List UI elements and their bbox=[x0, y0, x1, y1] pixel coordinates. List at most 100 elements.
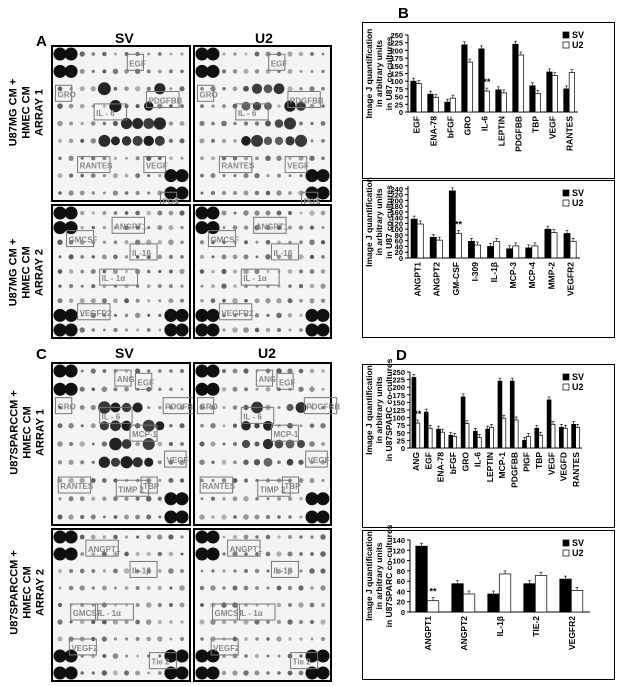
blot-spot bbox=[210, 405, 216, 410]
blot-spot bbox=[145, 602, 152, 608]
blot-spot bbox=[79, 405, 85, 410]
blot-spot bbox=[305, 308, 319, 322]
blot-spot bbox=[91, 442, 95, 446]
blot-spot bbox=[210, 190, 216, 196]
blot-label: ANGPT1 bbox=[114, 222, 147, 231]
blot-spot bbox=[243, 268, 249, 275]
blot-spot bbox=[113, 496, 118, 502]
blot-spot bbox=[101, 670, 108, 676]
bar-sv bbox=[468, 240, 475, 259]
blot-spot bbox=[244, 298, 248, 303]
legend-label-sv: SV bbox=[572, 538, 584, 548]
blot-highlight-box bbox=[212, 603, 241, 621]
blot-spot bbox=[221, 268, 227, 275]
blot-label: TIMP 2 bbox=[260, 485, 286, 494]
blot-label: IL - 6 bbox=[102, 412, 121, 421]
blot-label: PDGFBB bbox=[290, 97, 324, 106]
blot-spot bbox=[243, 459, 249, 465]
blot-spot bbox=[68, 254, 74, 260]
blot-spot bbox=[251, 134, 263, 147]
blot-label: EGF bbox=[279, 378, 296, 387]
legend-label-sv: SV bbox=[572, 372, 584, 382]
y-tick-label: 50 bbox=[395, 93, 403, 102]
blot-spot bbox=[309, 602, 315, 608]
y-tick-label: 25 bbox=[397, 436, 405, 445]
blot-spot bbox=[210, 173, 216, 179]
blot-spot bbox=[90, 138, 96, 144]
blot-spot bbox=[255, 387, 259, 391]
blot-spot bbox=[146, 254, 151, 260]
blot-spot bbox=[277, 515, 281, 519]
blot-spot bbox=[102, 191, 106, 195]
y-axis-label: Image J quantification bbox=[364, 177, 374, 267]
blot-spot bbox=[80, 173, 84, 178]
blot-spot bbox=[298, 190, 304, 196]
blot-spot bbox=[179, 602, 185, 608]
blot-spot bbox=[254, 268, 260, 275]
blot-spot bbox=[200, 191, 204, 195]
blot-spot bbox=[147, 226, 151, 230]
blot-spot bbox=[102, 69, 107, 74]
blot-spot bbox=[321, 86, 325, 91]
blot-label: TBP bbox=[143, 482, 160, 491]
blot-spot bbox=[57, 86, 63, 92]
blot-highlight-box bbox=[99, 406, 133, 424]
blot-spot bbox=[199, 120, 205, 127]
bar-sv bbox=[544, 228, 552, 259]
blot-spot bbox=[168, 478, 174, 483]
blot-spot bbox=[80, 671, 84, 675]
blot-spot bbox=[179, 268, 185, 275]
blot-spot bbox=[265, 386, 271, 392]
blot-label: RANTES bbox=[60, 482, 94, 491]
blot-spot bbox=[210, 619, 216, 625]
blot-spot bbox=[175, 649, 189, 663]
blot-spot bbox=[179, 210, 185, 216]
blot-spot bbox=[320, 619, 326, 625]
blot-label: IL - 1α bbox=[239, 609, 263, 618]
blot-spot bbox=[179, 568, 185, 574]
blot-highlight-box bbox=[70, 603, 99, 621]
blot-spot bbox=[305, 323, 319, 337]
blot-spot bbox=[113, 52, 118, 56]
y-tick-label: 100 bbox=[392, 557, 405, 566]
bar-u2 bbox=[474, 244, 481, 259]
x-tick-label: ANG bbox=[411, 452, 421, 471]
bar-u2 bbox=[440, 431, 445, 449]
blot-spot bbox=[57, 120, 63, 127]
blot-highlight-box bbox=[55, 397, 73, 415]
blot-spot bbox=[180, 552, 184, 556]
blot-spot bbox=[222, 240, 226, 244]
blot-spot bbox=[79, 298, 85, 304]
blot-spot bbox=[146, 210, 152, 216]
blot-spot bbox=[124, 619, 129, 625]
blot-spot bbox=[157, 636, 163, 642]
blot-spot bbox=[232, 225, 238, 231]
blot-spot bbox=[158, 515, 162, 519]
blot-spot bbox=[101, 551, 107, 557]
y-tick-label: 200 bbox=[390, 46, 403, 55]
blot-spot bbox=[253, 459, 261, 466]
blot-spot bbox=[91, 225, 95, 230]
blot-highlight-box bbox=[305, 450, 328, 468]
bar-u2 bbox=[562, 427, 568, 449]
blot-spot bbox=[299, 328, 303, 332]
blot-spot bbox=[221, 283, 227, 289]
blot-spot bbox=[102, 369, 107, 373]
blot-label: VEGF bbox=[287, 162, 309, 171]
blot-highlight-box bbox=[135, 372, 153, 390]
blot-spot bbox=[80, 138, 85, 143]
blot-spot bbox=[320, 551, 326, 557]
blot-spot bbox=[164, 323, 178, 337]
x-tick-label: GRO bbox=[460, 452, 470, 472]
bar-sv bbox=[546, 71, 553, 113]
blot-spot bbox=[309, 283, 315, 289]
blot-highlight-box bbox=[207, 230, 236, 248]
bar-u2 bbox=[415, 422, 421, 449]
bar-sv bbox=[410, 218, 418, 259]
blot-spot bbox=[255, 496, 259, 501]
blot-spot bbox=[124, 211, 129, 215]
blot-spot bbox=[243, 534, 249, 540]
blot-spot bbox=[69, 569, 74, 573]
blot-spot bbox=[157, 52, 162, 56]
blot-spot bbox=[158, 313, 162, 317]
